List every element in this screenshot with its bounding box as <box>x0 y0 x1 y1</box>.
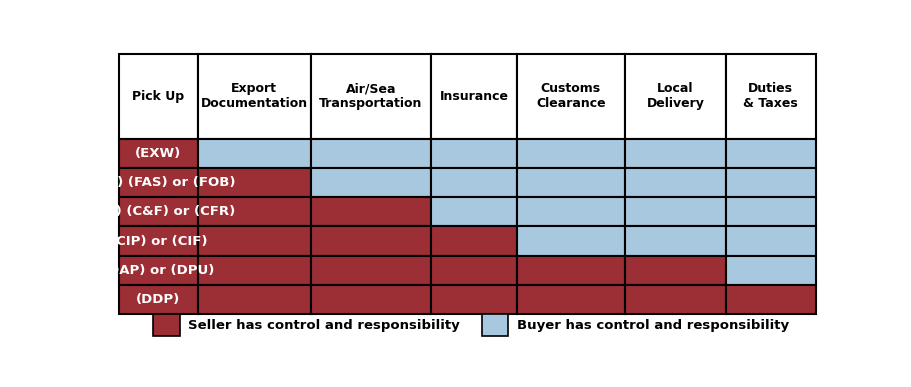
Bar <box>198 285 311 314</box>
Bar <box>725 168 815 197</box>
Bar <box>311 168 431 197</box>
Bar <box>198 256 311 285</box>
Bar <box>198 139 311 168</box>
Bar <box>725 226 815 256</box>
Bar <box>481 314 507 336</box>
Bar <box>311 256 431 285</box>
Text: Seller has control and responsibility: Seller has control and responsibility <box>188 319 459 332</box>
Bar <box>118 197 198 226</box>
Bar <box>624 226 725 256</box>
Bar <box>118 226 198 256</box>
Text: Buyer has control and responsibility: Buyer has control and responsibility <box>517 319 788 332</box>
Text: (DDP): (DDP) <box>136 293 180 306</box>
Text: (FCA) (FAS) or (FOB): (FCA) (FAS) or (FOB) <box>81 176 235 189</box>
Bar <box>725 285 815 314</box>
Bar <box>624 54 725 139</box>
Bar <box>431 168 516 197</box>
Bar <box>431 256 516 285</box>
Bar <box>725 197 815 226</box>
Bar <box>198 197 311 226</box>
Bar <box>624 256 725 285</box>
Bar <box>431 285 516 314</box>
Bar <box>311 197 431 226</box>
Bar <box>118 168 198 197</box>
Bar <box>516 197 624 226</box>
Text: Local
Delivery: Local Delivery <box>646 82 703 110</box>
Text: Air/Sea
Transportation: Air/Sea Transportation <box>319 82 422 110</box>
Bar <box>516 139 624 168</box>
Bar <box>725 139 815 168</box>
Bar <box>118 139 198 168</box>
Bar <box>198 226 311 256</box>
Bar <box>311 139 431 168</box>
Bar <box>431 54 516 139</box>
Bar <box>516 285 624 314</box>
Bar <box>516 256 624 285</box>
Bar <box>624 285 725 314</box>
Text: (DAP) or (DPU): (DAP) or (DPU) <box>102 264 214 277</box>
Bar <box>624 168 725 197</box>
Text: (CIP) or (CIF): (CIP) or (CIF) <box>109 235 207 248</box>
Bar <box>725 256 815 285</box>
Bar <box>624 197 725 226</box>
Bar <box>118 285 198 314</box>
Bar <box>431 197 516 226</box>
Bar <box>118 54 198 139</box>
Bar <box>198 168 311 197</box>
Bar <box>311 285 431 314</box>
Text: Pick Up: Pick Up <box>132 90 184 103</box>
Bar <box>311 226 431 256</box>
Bar <box>725 54 815 139</box>
Text: (CPT) (C&F) or (CFR): (CPT) (C&F) or (CFR) <box>81 205 235 218</box>
Text: Duties
& Taxes: Duties & Taxes <box>742 82 797 110</box>
Bar <box>516 54 624 139</box>
Text: Customs
Clearance: Customs Clearance <box>536 82 605 110</box>
Bar <box>624 139 725 168</box>
Bar <box>516 168 624 197</box>
Bar <box>153 314 179 336</box>
Bar <box>118 256 198 285</box>
Bar <box>431 139 516 168</box>
Text: Export
Documentation: Export Documentation <box>200 82 307 110</box>
Bar <box>198 54 311 139</box>
Bar <box>311 54 431 139</box>
Text: (EXW): (EXW) <box>135 147 181 160</box>
Bar <box>431 226 516 256</box>
Bar <box>516 226 624 256</box>
Text: Insurance: Insurance <box>439 90 507 103</box>
